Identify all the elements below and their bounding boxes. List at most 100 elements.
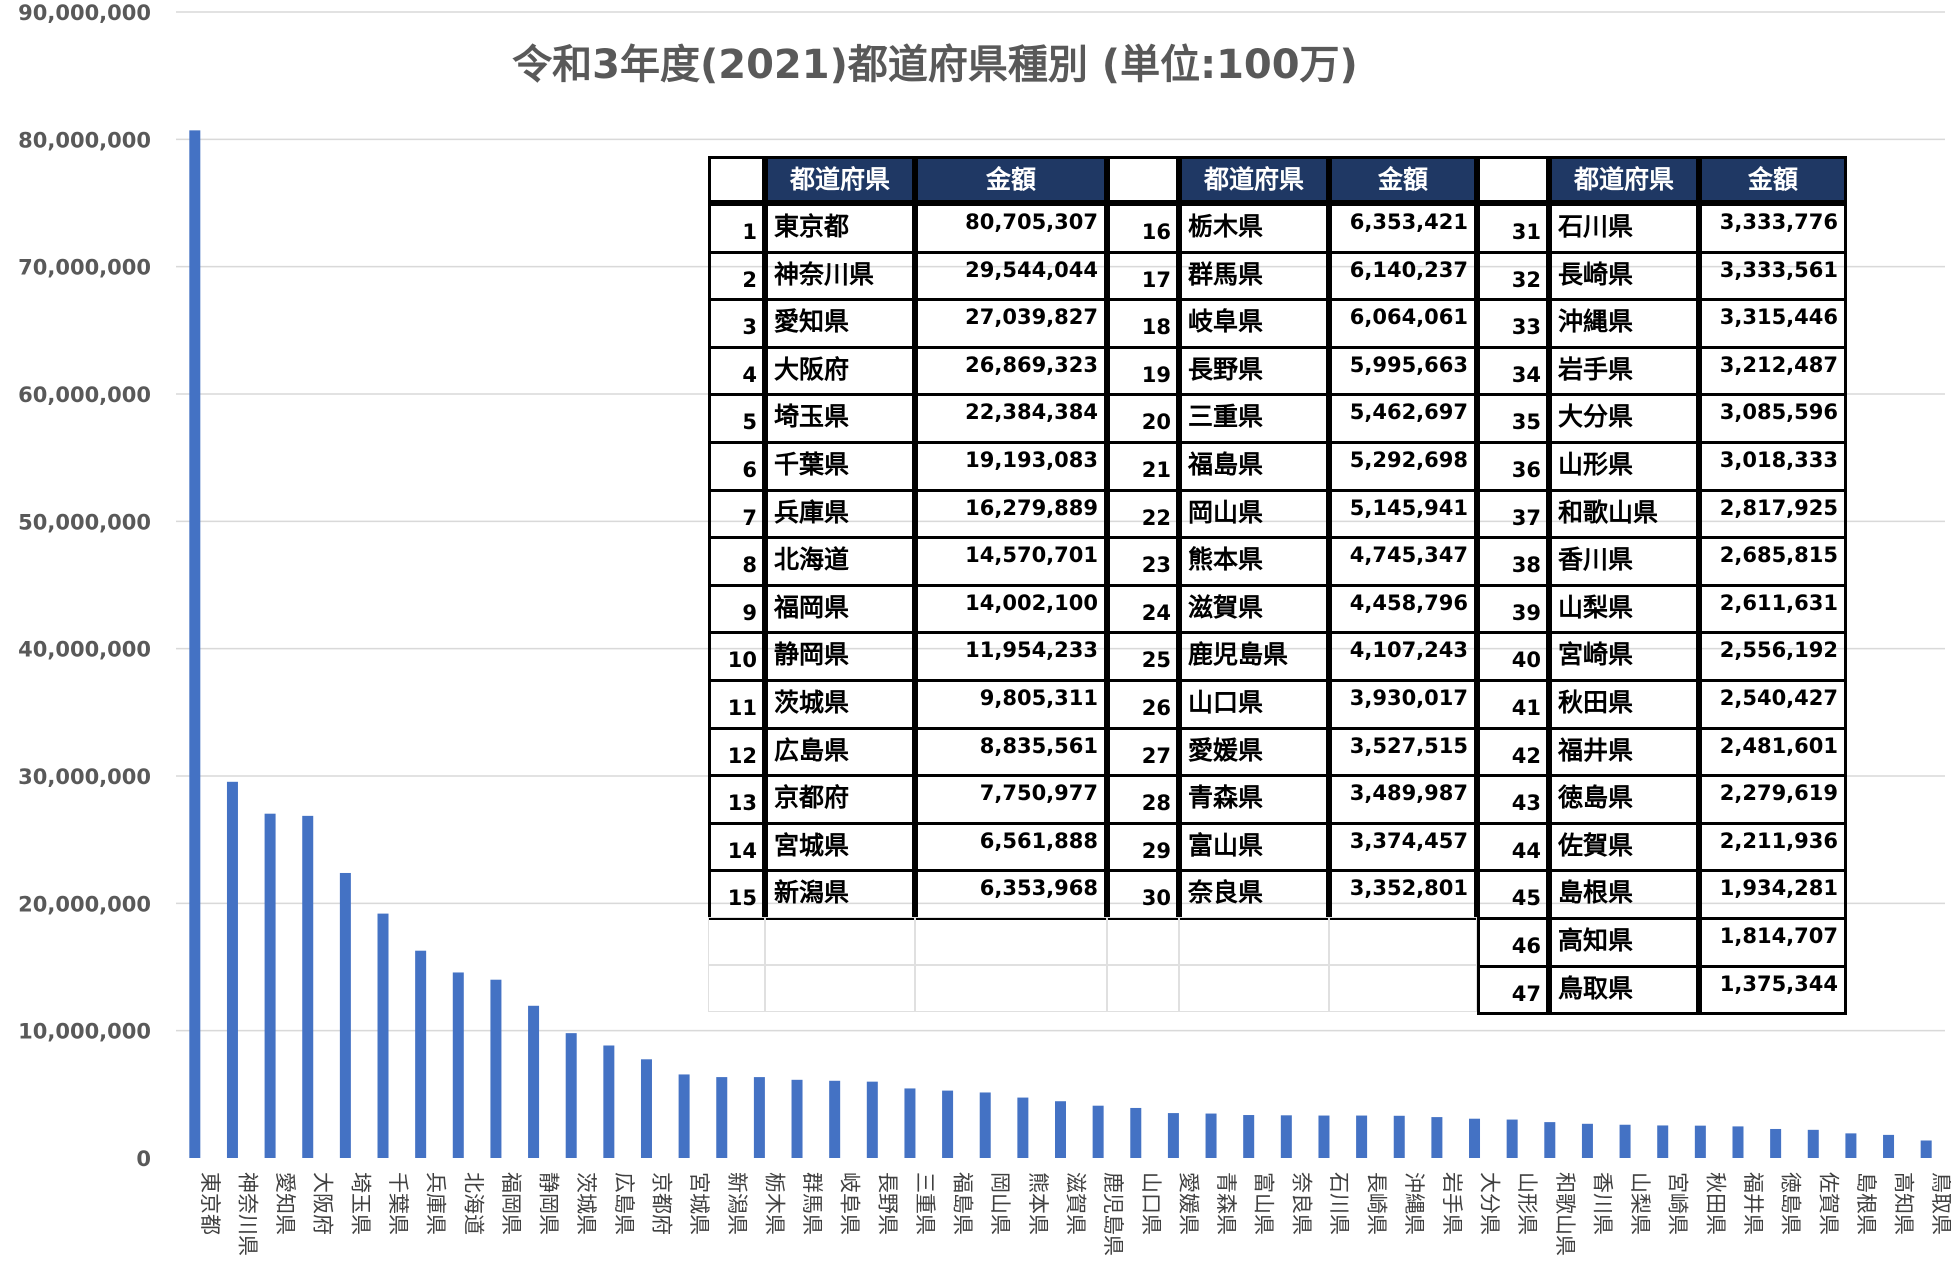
bar	[1017, 1097, 1029, 1158]
table-rank-cell: 27	[1107, 726, 1179, 778]
table-prefecture-cell: 佐賀県	[1549, 821, 1699, 873]
table-amount-cell: 14,570,701	[915, 536, 1107, 587]
table-amount-cell: 2,279,619	[1699, 774, 1847, 825]
table-amount-cell: 6,140,237	[1329, 250, 1477, 302]
x-tick-label: 京都府	[649, 1172, 673, 1235]
table-corner-cell	[708, 156, 765, 203]
table-amount-cell: 3,212,487	[1699, 345, 1847, 397]
x-tick-label: 群馬県	[800, 1172, 824, 1235]
table-amount-cell: 2,611,631	[1699, 583, 1847, 635]
table-amount-cell: 14,002,100	[915, 583, 1107, 635]
bar	[640, 1059, 652, 1158]
table-header-prefecture: 都道府県	[1549, 156, 1699, 203]
table-corner-cell	[1477, 156, 1549, 203]
x-tick-label: 兵庫県	[424, 1172, 448, 1235]
x-tick-label: 岐阜県	[838, 1172, 862, 1235]
bar	[565, 1033, 577, 1158]
chart-title: 令和3年度(2021)都道府県種別 (単位:100万)	[512, 42, 1358, 88]
table-rank-cell: 39	[1477, 583, 1549, 635]
bar	[226, 781, 238, 1158]
x-tick-label: 岩手県	[1440, 1172, 1464, 1235]
bar	[904, 1088, 916, 1158]
table-rank-cell: 43	[1477, 774, 1549, 825]
table-rank-cell: 42	[1477, 726, 1549, 778]
x-tick-label: 愛媛県	[1176, 1172, 1200, 1235]
table-amount-cell: 2,211,936	[1699, 821, 1847, 873]
table-prefecture-cell: 愛知県	[765, 298, 915, 349]
table-rank-cell: 11	[708, 679, 765, 730]
bar	[829, 1080, 841, 1158]
table-prefecture-cell: 島根県	[1549, 869, 1699, 920]
bar	[1657, 1125, 1669, 1158]
table-amount-cell: 3,374,457	[1329, 821, 1477, 873]
bar	[1807, 1129, 1819, 1158]
table-rank-cell: 30	[1107, 869, 1179, 920]
table-amount-cell: 1,814,707	[1699, 917, 1847, 968]
table-prefecture-cell: 三重県	[1179, 393, 1329, 444]
table-amount-cell: 5,145,941	[1329, 488, 1477, 540]
bar	[1431, 1117, 1443, 1158]
table-rank-cell: 14	[708, 821, 765, 873]
x-tick-label: 和歌山県	[1553, 1172, 1577, 1256]
table-amount-cell: 6,064,061	[1329, 298, 1477, 349]
y-tick-label: 70,000,000	[18, 256, 151, 280]
table-prefecture-cell: 奈良県	[1179, 869, 1329, 920]
x-tick-label: 熊本県	[1026, 1172, 1050, 1235]
x-tick-label: 神奈川県	[235, 1172, 259, 1256]
x-tick-label: 秋田県	[1703, 1172, 1727, 1235]
table-rank-cell: 9	[708, 583, 765, 635]
table-header-amount: 金額	[1329, 156, 1477, 203]
x-tick-label: 宮城県	[687, 1172, 711, 1235]
table-amount-cell: 19,193,083	[915, 441, 1107, 492]
table-empty-cell	[1179, 964, 1329, 1013]
bar	[1167, 1113, 1179, 1158]
table-prefecture-cell: 山形県	[1549, 441, 1699, 492]
table-prefecture-cell: 青森県	[1179, 774, 1329, 825]
table-amount-cell: 2,556,192	[1699, 631, 1847, 682]
table-rank-cell: 6	[708, 441, 765, 492]
table-amount-cell: 2,817,925	[1699, 488, 1847, 540]
table-amount-cell: 8,835,561	[915, 726, 1107, 778]
table-rank-cell: 26	[1107, 679, 1179, 730]
x-tick-label: 島根県	[1854, 1172, 1878, 1235]
table-prefecture-cell: 沖縄県	[1549, 298, 1699, 349]
y-tick-label: 20,000,000	[18, 892, 151, 916]
bar	[1581, 1123, 1593, 1158]
y-axis-ticks: 0 10,000,000 20,000,000 30,000,000 40,000,00…	[18, 1, 151, 1171]
bar	[528, 1005, 540, 1158]
table-amount-cell: 4,745,347	[1329, 536, 1477, 587]
x-tick-label: 千葉県	[386, 1172, 410, 1235]
table-rank-cell: 44	[1477, 821, 1549, 873]
table-rank-cell: 22	[1107, 488, 1179, 540]
table-prefecture-cell: 千葉県	[765, 441, 915, 492]
table-prefecture-cell: 北海道	[765, 536, 915, 587]
bar	[1732, 1126, 1744, 1158]
bar	[490, 979, 502, 1158]
table-amount-cell: 3,018,333	[1699, 441, 1847, 492]
table-corner-cell	[1107, 156, 1179, 203]
table-prefecture-cell: 岐阜県	[1179, 298, 1329, 349]
table-rank-cell: 23	[1107, 536, 1179, 587]
table-prefecture-cell: 石川県	[1549, 203, 1699, 254]
table-rank-cell: 36	[1477, 441, 1549, 492]
table-empty-cell	[1179, 917, 1329, 965]
table-rank-cell: 19	[1107, 345, 1179, 397]
table-prefecture-cell: 静岡県	[765, 631, 915, 682]
bar	[942, 1090, 954, 1158]
table-rank-cell: 28	[1107, 774, 1179, 825]
table-rank-cell: 24	[1107, 583, 1179, 635]
table-prefecture-cell: 長崎県	[1549, 250, 1699, 302]
table-header-amount: 金額	[915, 156, 1107, 203]
table-prefecture-cell: 岡山県	[1179, 488, 1329, 540]
bar	[678, 1074, 690, 1158]
table-prefecture-cell: 秋田県	[1549, 679, 1699, 730]
table-empty-cell	[1107, 964, 1179, 1013]
x-tick-label: 茨城県	[574, 1172, 598, 1235]
table-amount-cell: 3,930,017	[1329, 679, 1477, 730]
table-prefecture-cell: 熊本県	[1179, 536, 1329, 587]
table-rank-cell: 20	[1107, 393, 1179, 444]
y-tick-label: 80,000,000	[18, 128, 151, 152]
table-amount-cell: 6,561,888	[915, 821, 1107, 873]
x-tick-label: 徳島県	[1779, 1172, 1803, 1235]
x-tick-label: 栃木県	[762, 1172, 786, 1235]
